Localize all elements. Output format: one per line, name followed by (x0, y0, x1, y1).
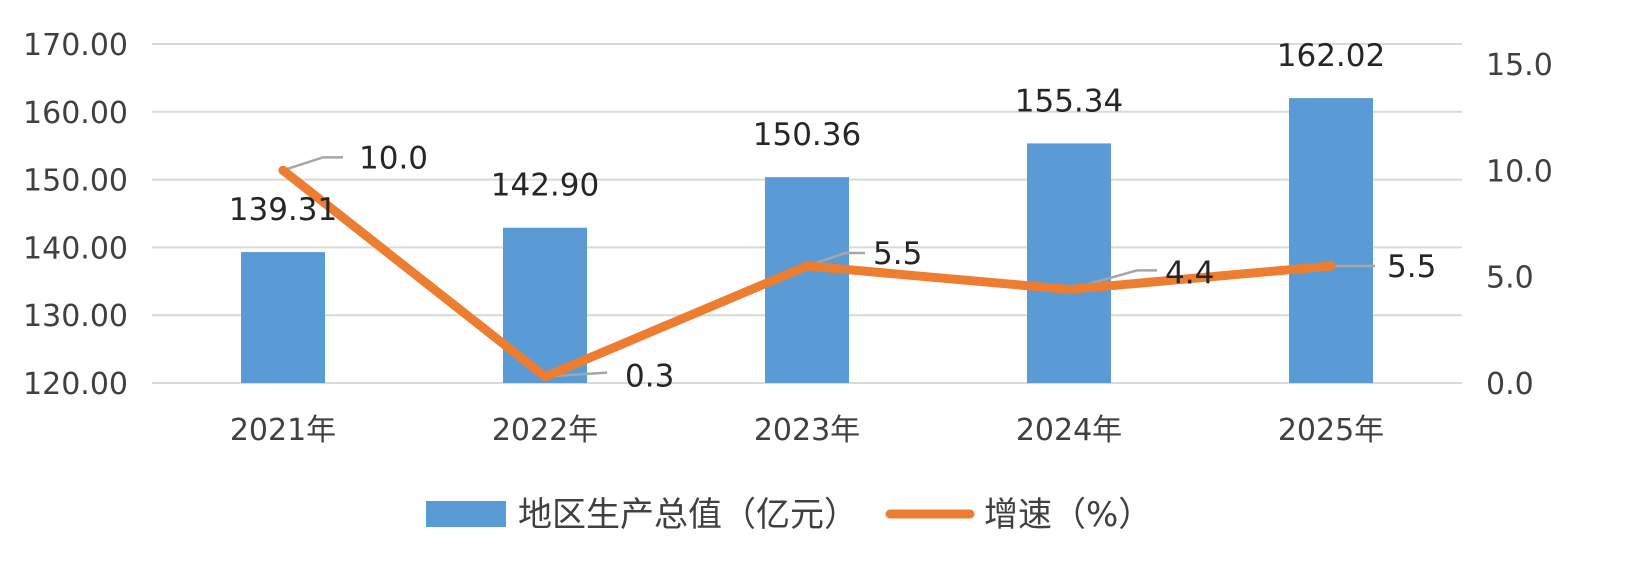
line-layer (278, 165, 1336, 382)
bar (1027, 143, 1111, 383)
y-left-tick-label: 120.00 (23, 367, 128, 402)
x-tick-label: 2022年 (492, 413, 598, 448)
x-tick-label: 2024年 (1016, 413, 1122, 448)
line-data-label: 0.3 (625, 359, 674, 395)
x-tick-label: 2021年 (230, 413, 336, 448)
legend-swatch-gdp (426, 501, 506, 527)
bar-data-label: 150.36 (753, 117, 861, 153)
y-right-tick-label: 0.0 (1486, 367, 1534, 402)
bar-data-label: 139.31 (229, 192, 337, 228)
y-left-tick-label: 160.00 (23, 96, 128, 131)
leader-line (806, 251, 865, 268)
label-layer: 139.31 142.90 150.36 155.34 162.02 10.0 0.3 5.5… (229, 38, 1437, 395)
legend-label-growth: 增速（%） (984, 495, 1152, 535)
line-data-label: 5.5 (1387, 249, 1436, 285)
line-data-label: 10.0 (359, 140, 428, 176)
x-tick-label: 2025年 (1278, 413, 1384, 448)
bar-data-label: 162.02 (1277, 38, 1385, 74)
y-right-tick-label: 10.0 (1486, 154, 1553, 189)
bar (241, 252, 325, 383)
leader-line (282, 156, 343, 172)
legend-label-gdp: 地区生产总值（亿元） (518, 495, 858, 535)
y-left-tick-label: 150.00 (23, 164, 128, 199)
y-right-tick-label: 5.0 (1486, 261, 1534, 296)
x-tick-label: 2023年 (754, 413, 860, 448)
bar (1289, 98, 1373, 383)
y-right-tick-label: 15.0 (1486, 48, 1553, 83)
axis-layer: 120.00 130.00 140.00 150.00 160.00 170.00 0.0 5… (23, 28, 1553, 448)
line-point (278, 165, 288, 175)
y-left-tick-label: 130.00 (23, 299, 128, 334)
bar-data-label: 155.34 (1015, 83, 1123, 119)
legend: 地区生产总值（亿元） 增速（%） (426, 495, 1152, 535)
line-point (1064, 284, 1074, 294)
line-point (1326, 261, 1336, 271)
y-left-tick-label: 170.00 (23, 28, 128, 63)
line-point (540, 372, 550, 382)
y-left-tick-label: 140.00 (23, 231, 128, 266)
bar-data-label: 142.90 (491, 168, 599, 204)
line-point (802, 261, 812, 271)
line-data-label: 5.5 (873, 236, 922, 272)
line-data-label: 4.4 (1165, 255, 1214, 291)
